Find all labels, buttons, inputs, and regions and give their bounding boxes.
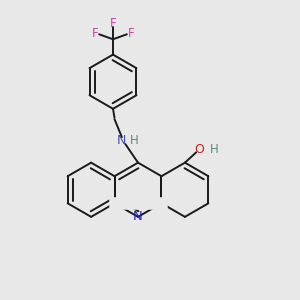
Text: F: F	[92, 27, 98, 40]
Text: N: N	[133, 210, 143, 223]
Text: O: O	[195, 143, 205, 156]
Text: F: F	[128, 27, 135, 40]
Text: N: N	[117, 134, 127, 147]
Text: F: F	[110, 16, 116, 30]
Text: H: H	[130, 134, 139, 147]
Text: H: H	[209, 143, 218, 156]
